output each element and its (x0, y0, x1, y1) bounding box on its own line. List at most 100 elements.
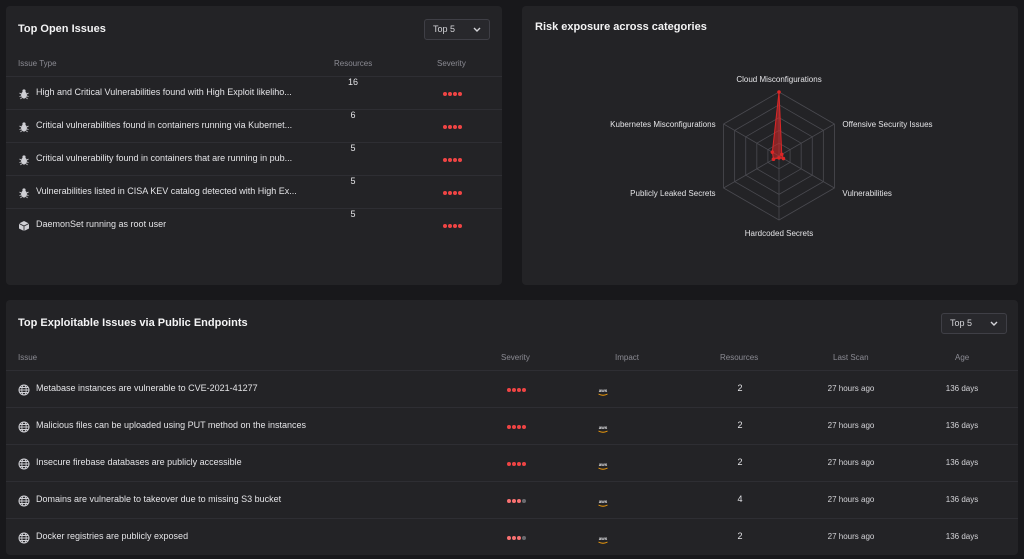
radar-category-label: Vulnerabilities (842, 189, 892, 198)
severity-dot (453, 158, 457, 162)
issue-title: Metabase instances are vulnerable to CVE… (36, 383, 258, 393)
radar-axis (723, 155, 780, 189)
top-n-dropdown[interactable]: Top 5 (424, 19, 490, 40)
severity-dot (458, 158, 462, 162)
resources-count: 5 (350, 209, 356, 219)
severity-dot (453, 224, 457, 228)
age: 136 days (945, 458, 979, 467)
severity-dot (448, 224, 452, 228)
severity-dot (522, 536, 526, 540)
radar-category-label: Offensive Security Issues (842, 120, 932, 129)
severity-indicator (443, 92, 463, 96)
table-row[interactable]: Docker registries are publicly exposed aw… (6, 518, 1018, 555)
column-header-last-scan: Last Scan (833, 353, 869, 362)
table-row[interactable]: DaemonSet running as root user 5 (6, 208, 502, 241)
severity-dot (453, 92, 457, 96)
severity-dot (507, 499, 511, 503)
radar-point[interactable] (770, 150, 775, 154)
last-scan: 27 hours ago (827, 384, 875, 393)
severity-indicator (507, 388, 527, 392)
resources-count: 2 (737, 383, 743, 393)
radar-category-label: Cloud Misconfigurations (736, 75, 821, 84)
severity-dot (443, 191, 447, 195)
aws-icon: aws (596, 495, 610, 507)
radar-category-label: Publicly Leaked Secrets (630, 189, 715, 198)
severity-indicator (507, 536, 527, 540)
table-row[interactable]: Metabase instances are vulnerable to CVE… (6, 370, 1018, 407)
svg-text:aws: aws (599, 536, 608, 541)
dropdown-value: Top 5 (950, 318, 973, 328)
aws-icon: aws (596, 532, 610, 544)
severity-dot (453, 125, 457, 129)
severity-dot (517, 388, 521, 392)
severity-dot (458, 191, 462, 195)
radar-series-area (771, 91, 785, 160)
severity-dot (443, 125, 447, 129)
column-header-issue: Issue (18, 353, 38, 362)
last-scan: 27 hours ago (827, 421, 875, 430)
svg-text:aws: aws (599, 499, 608, 504)
top-open-issues-card: Top Open Issues Top 5 Issue Type Resourc… (6, 6, 502, 285)
table-row[interactable]: High and Critical Vulnerabilities found … (6, 76, 502, 109)
severity-dot (517, 462, 521, 466)
severity-dot (458, 92, 462, 96)
table-row[interactable]: Malicious files can be uploaded using PU… (6, 407, 1018, 444)
column-header-resources: Resources (334, 59, 373, 68)
last-scan: 27 hours ago (827, 458, 875, 467)
globe-icon (18, 420, 30, 433)
column-header-severity: Severity (437, 59, 466, 68)
severity-dot (512, 425, 516, 429)
radar-point[interactable] (777, 156, 781, 160)
severity-dot (458, 125, 462, 129)
risk-exposure-card: Risk exposure across categories Cloud Mi… (522, 6, 1018, 285)
severity-indicator (443, 224, 463, 228)
last-scan: 27 hours ago (827, 495, 875, 504)
radar-chart: Cloud Misconfigurations Offensive Securit… (610, 75, 932, 238)
globe-icon (18, 383, 30, 396)
resources-count: 5 (350, 176, 356, 186)
aws-icon: aws (596, 458, 610, 470)
severity-dot (522, 499, 526, 503)
severity-dot (512, 499, 516, 503)
radar-point[interactable] (771, 157, 776, 161)
severity-dot (522, 425, 526, 429)
age: 136 days (945, 384, 979, 393)
severity-dot (522, 388, 526, 392)
column-header-age: Age (955, 353, 970, 362)
table-row[interactable]: Critical vulnerability found in containe… (6, 142, 502, 175)
severity-dot (507, 388, 511, 392)
radar-point[interactable] (779, 152, 784, 157)
severity-indicator (507, 462, 527, 466)
severity-dot (522, 462, 526, 466)
table-row[interactable]: Critical vulnerabilities found in contai… (6, 109, 502, 142)
issue-title: Vulnerabilities listed in CISA KEV catal… (36, 186, 297, 196)
issue-title: Critical vulnerabilities found in contai… (36, 120, 293, 130)
resources-count: 16 (347, 77, 358, 87)
severity-indicator (507, 425, 527, 429)
chevron-down-icon (473, 27, 481, 32)
resources-count: 6 (350, 110, 356, 120)
resources-count: 2 (737, 420, 743, 430)
last-scan: 27 hours ago (827, 532, 875, 541)
severity-indicator (443, 125, 463, 129)
severity-indicator (507, 499, 527, 503)
severity-dot (443, 224, 447, 228)
column-header-issue-type: Issue Type (18, 59, 57, 68)
table-row[interactable]: Domains are vulnerable to takeover due t… (6, 481, 1018, 518)
aws-icon: aws (596, 421, 610, 433)
severity-indicator (443, 158, 463, 162)
top-n-dropdown[interactable]: Top 5 (941, 313, 1007, 334)
radar-point[interactable] (781, 156, 786, 161)
radar-point[interactable] (777, 90, 781, 94)
age: 136 days (945, 532, 979, 541)
bug-icon (18, 153, 30, 166)
svg-text:aws: aws (599, 425, 608, 430)
severity-dot (512, 462, 516, 466)
issue-title: High and Critical Vulnerabilities found … (36, 87, 292, 97)
top-exploitable-issues-card: Top Exploitable Issues via Public Endpoi… (6, 300, 1018, 555)
table-row[interactable]: Insecure firebase databases are publicly… (6, 444, 1018, 481)
table-row[interactable]: Vulnerabilities listed in CISA KEV catal… (6, 175, 502, 208)
severity-dot (448, 92, 452, 96)
severity-indicator (443, 191, 463, 195)
issue-title: Domains are vulnerable to takeover due t… (36, 494, 282, 504)
